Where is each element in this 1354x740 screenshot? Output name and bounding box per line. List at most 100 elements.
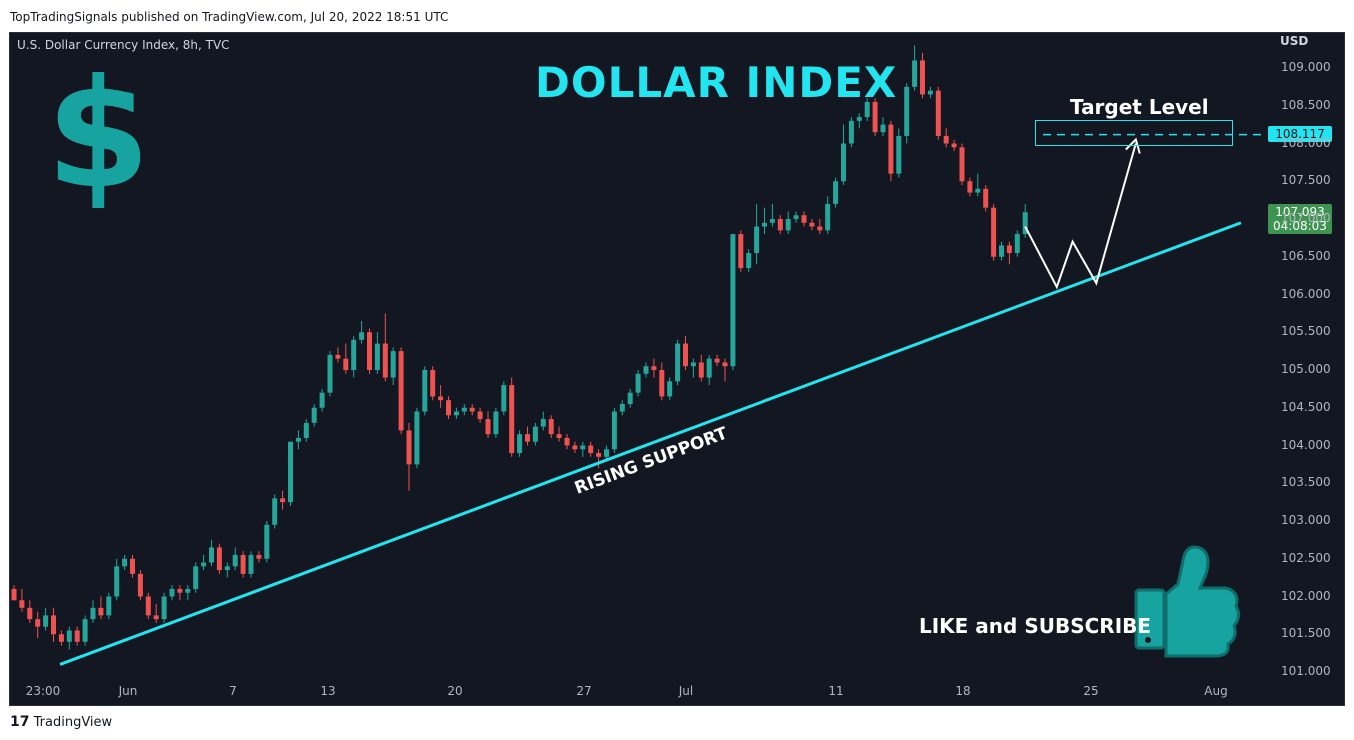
- candle-body: [627, 392, 633, 404]
- candle-body: [272, 498, 278, 525]
- candle-body: [793, 215, 799, 219]
- target-price-tag: 108.117: [1268, 126, 1332, 142]
- candle-body: [367, 332, 372, 370]
- y-tick-label: 104.000: [1281, 437, 1331, 452]
- y-tick-label: 103.500: [1281, 475, 1331, 490]
- x-tick-label: 25: [1083, 684, 1099, 698]
- candle-body: [769, 219, 775, 223]
- candle-body: [406, 430, 412, 465]
- x-tick-label: 11: [828, 684, 844, 698]
- candle-body: [461, 407, 467, 412]
- candle-body: [825, 203, 831, 231]
- candle-body: [572, 445, 578, 450]
- tradingview-logo[interactable]: 17 TradingView: [10, 714, 112, 730]
- y-tick-label: 101.000: [1281, 664, 1331, 678]
- candle-body: [991, 207, 997, 257]
- candle-body: [232, 554, 238, 567]
- candle-body: [303, 422, 309, 438]
- candle-body: [509, 385, 515, 454]
- candle-body: [714, 358, 720, 363]
- candle-body: [82, 619, 88, 642]
- publish-info: TopTradingSignals published on TradingVi…: [10, 10, 449, 24]
- last-price-tag: 107.093 04:08:03: [1268, 204, 1332, 234]
- candle-body: [651, 366, 657, 370]
- y-tick-label: 109.000: [1281, 60, 1331, 74]
- rising-support-line: [59, 221, 1242, 666]
- candle-body: [659, 370, 665, 397]
- candle-body: [137, 573, 143, 597]
- candle-body: [848, 120, 854, 144]
- candle-body: [927, 90, 933, 95]
- candle-body: [896, 135, 902, 174]
- currency-label: USD: [1280, 34, 1309, 48]
- candle-body: [216, 547, 222, 571]
- thumbs-up-icon: [1134, 545, 1241, 658]
- candle-body: [762, 222, 767, 227]
- candle-body: [698, 362, 704, 378]
- candle-body: [209, 547, 214, 563]
- candle-body: [74, 630, 80, 642]
- x-tick-label: Jul: [678, 684, 694, 698]
- x-tick-label: 18: [955, 684, 971, 698]
- candle-body: [35, 619, 41, 627]
- candle-body: [122, 558, 128, 567]
- candle-body: [145, 596, 151, 616]
- candle-body: [264, 524, 270, 559]
- candle-body: [390, 351, 396, 378]
- candle-body: [540, 419, 546, 427]
- candle-body: [327, 354, 333, 393]
- candle-body: [169, 588, 175, 597]
- candle-body: [343, 358, 349, 370]
- symbol-label: U.S. Dollar Currency Index, 8h, TVC: [17, 38, 230, 52]
- candle-body: [872, 101, 878, 133]
- candle-body: [635, 373, 641, 393]
- candle-body: [430, 370, 436, 397]
- last-price-value: 107.093: [1275, 205, 1325, 219]
- candle-body: [98, 607, 104, 616]
- candle-body: [106, 596, 112, 616]
- candle-body: [27, 607, 33, 620]
- candle-body: [841, 143, 846, 182]
- candle-body: [311, 407, 317, 423]
- candle-body: [414, 411, 420, 465]
- candle-body: [809, 222, 815, 227]
- candle-body: [801, 215, 807, 223]
- candle-body: [114, 566, 120, 597]
- y-tick-label: 108.500: [1281, 97, 1331, 112]
- x-tick-label: 20: [447, 684, 463, 698]
- target-level-label: Target Level: [1070, 95, 1209, 119]
- projection-path: [1024, 143, 1137, 290]
- candle-body: [548, 419, 554, 435]
- x-tick-label: Jun: [118, 684, 138, 698]
- candle-body: [580, 445, 586, 450]
- x-tick-label: 7: [229, 684, 237, 698]
- candle-body: [351, 339, 357, 370]
- candle-body: [240, 554, 246, 574]
- candle-body: [335, 354, 341, 359]
- candle-body: [746, 252, 752, 269]
- candle-body: [817, 226, 823, 231]
- y-tick-label: 104.500: [1281, 399, 1331, 414]
- candle-body: [564, 437, 570, 446]
- candle-body: [722, 362, 728, 367]
- candle-body: [288, 441, 293, 503]
- candle-body: [398, 351, 404, 431]
- candle-body: [256, 554, 262, 559]
- candle-body: [833, 181, 839, 204]
- candle-body: [485, 419, 491, 435]
- y-tick-label: 101.500: [1281, 626, 1331, 641]
- candle-body: [888, 124, 894, 174]
- candle-body: [177, 588, 183, 593]
- candle-body: [975, 188, 981, 193]
- candle-body: [446, 400, 451, 416]
- candle-body: [319, 392, 325, 408]
- candle-body: [469, 407, 475, 412]
- candle-body: [999, 245, 1004, 257]
- candle-body: [667, 381, 673, 397]
- candle-body: [66, 630, 72, 642]
- candle-body: [604, 449, 609, 457]
- candle-body: [130, 558, 135, 574]
- candle-body: [675, 343, 681, 382]
- candle-body: [477, 411, 483, 420]
